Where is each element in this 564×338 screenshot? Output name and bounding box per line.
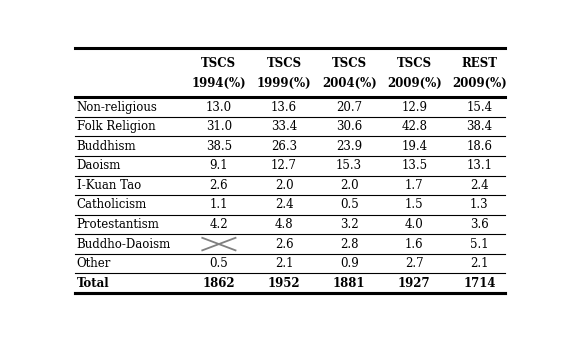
Text: Daoism: Daoism bbox=[77, 159, 121, 172]
Text: 12.7: 12.7 bbox=[271, 159, 297, 172]
Text: 1994(%): 1994(%) bbox=[192, 77, 246, 90]
Text: TSCS: TSCS bbox=[266, 56, 302, 70]
Text: 2.4: 2.4 bbox=[275, 198, 293, 212]
Text: Buddho-Daoism: Buddho-Daoism bbox=[77, 238, 171, 250]
Text: 13.1: 13.1 bbox=[466, 159, 492, 172]
Text: REST: REST bbox=[461, 56, 497, 70]
Text: 19.4: 19.4 bbox=[401, 140, 428, 153]
Text: 42.8: 42.8 bbox=[401, 120, 428, 133]
Text: TSCS: TSCS bbox=[396, 56, 432, 70]
Text: 38.4: 38.4 bbox=[466, 120, 492, 133]
Text: 13.0: 13.0 bbox=[206, 101, 232, 114]
Text: 2009(%): 2009(%) bbox=[452, 77, 507, 90]
Text: 2.1: 2.1 bbox=[275, 257, 293, 270]
Text: I-Kuan Tao: I-Kuan Tao bbox=[77, 179, 141, 192]
Text: 15.3: 15.3 bbox=[336, 159, 362, 172]
Text: 13.5: 13.5 bbox=[401, 159, 428, 172]
Text: TSCS: TSCS bbox=[201, 56, 236, 70]
Text: 9.1: 9.1 bbox=[210, 159, 228, 172]
Text: 23.9: 23.9 bbox=[336, 140, 362, 153]
Text: 0.5: 0.5 bbox=[209, 257, 228, 270]
Text: 15.4: 15.4 bbox=[466, 101, 492, 114]
Text: 4.2: 4.2 bbox=[210, 218, 228, 231]
Text: 33.4: 33.4 bbox=[271, 120, 297, 133]
Text: 20.7: 20.7 bbox=[336, 101, 362, 114]
Text: 2.8: 2.8 bbox=[340, 238, 358, 250]
Text: 2009(%): 2009(%) bbox=[387, 77, 442, 90]
Text: 2.4: 2.4 bbox=[470, 179, 489, 192]
Text: 12.9: 12.9 bbox=[401, 101, 428, 114]
Text: Total: Total bbox=[77, 277, 109, 290]
Text: 2.1: 2.1 bbox=[470, 257, 488, 270]
Text: 1.7: 1.7 bbox=[405, 179, 424, 192]
Text: 1.5: 1.5 bbox=[405, 198, 424, 212]
Text: 18.6: 18.6 bbox=[466, 140, 492, 153]
Text: Protestantism: Protestantism bbox=[77, 218, 160, 231]
Text: 1927: 1927 bbox=[398, 277, 430, 290]
Text: 2.7: 2.7 bbox=[405, 257, 424, 270]
Text: 26.3: 26.3 bbox=[271, 140, 297, 153]
Text: 5.1: 5.1 bbox=[470, 238, 489, 250]
Text: Non-religious: Non-religious bbox=[77, 101, 157, 114]
Text: 3.6: 3.6 bbox=[470, 218, 489, 231]
Text: 0.5: 0.5 bbox=[340, 198, 359, 212]
Text: 3.2: 3.2 bbox=[340, 218, 359, 231]
Text: 13.6: 13.6 bbox=[271, 101, 297, 114]
Text: 0.9: 0.9 bbox=[340, 257, 359, 270]
Text: 1862: 1862 bbox=[202, 277, 235, 290]
Text: 4.0: 4.0 bbox=[405, 218, 424, 231]
Text: 1.6: 1.6 bbox=[405, 238, 424, 250]
Text: Buddhism: Buddhism bbox=[77, 140, 136, 153]
Text: 38.5: 38.5 bbox=[206, 140, 232, 153]
Text: 2.6: 2.6 bbox=[275, 238, 293, 250]
Text: Catholicism: Catholicism bbox=[77, 198, 147, 212]
Text: 30.6: 30.6 bbox=[336, 120, 362, 133]
Text: 2.6: 2.6 bbox=[210, 179, 228, 192]
Text: 31.0: 31.0 bbox=[206, 120, 232, 133]
Text: TSCS: TSCS bbox=[332, 56, 367, 70]
Text: 4.8: 4.8 bbox=[275, 218, 293, 231]
Text: 2004(%): 2004(%) bbox=[322, 77, 377, 90]
Text: Other: Other bbox=[77, 257, 111, 270]
Text: 1952: 1952 bbox=[268, 277, 301, 290]
Text: 1714: 1714 bbox=[463, 277, 496, 290]
Text: 1.3: 1.3 bbox=[470, 198, 489, 212]
Text: 2.0: 2.0 bbox=[275, 179, 293, 192]
Text: 1.1: 1.1 bbox=[210, 198, 228, 212]
Text: 1881: 1881 bbox=[333, 277, 365, 290]
Text: 1999(%): 1999(%) bbox=[257, 77, 311, 90]
Text: 2.0: 2.0 bbox=[340, 179, 359, 192]
Text: Folk Religion: Folk Religion bbox=[77, 120, 155, 133]
